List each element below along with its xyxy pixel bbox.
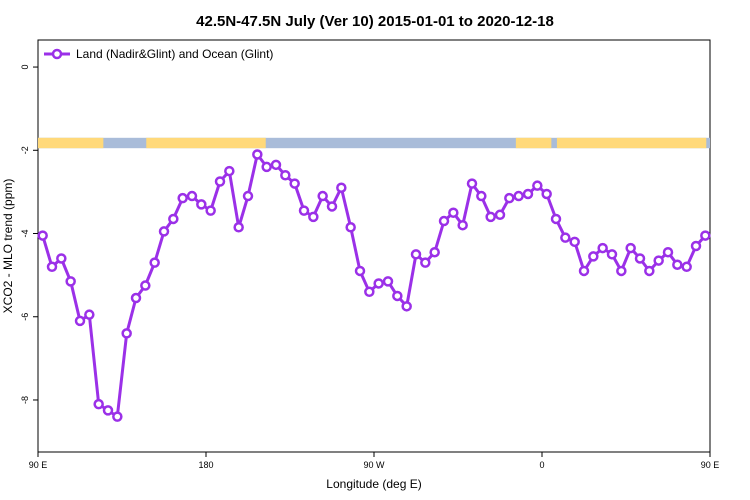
data-point — [140, 280, 151, 291]
data-point — [233, 222, 244, 233]
data-point — [644, 265, 655, 277]
data-point — [522, 188, 534, 200]
data-point — [224, 165, 235, 177]
land-segment-0 — [38, 137, 104, 149]
data-point — [345, 222, 356, 233]
data-point — [326, 201, 338, 212]
data-point — [93, 398, 104, 410]
data-point — [485, 211, 496, 223]
data-point — [46, 261, 58, 273]
data-point — [616, 265, 627, 277]
data-point — [84, 309, 95, 320]
land-ocean-strip — [38, 137, 710, 149]
data-point — [457, 219, 468, 231]
data-point — [392, 290, 403, 302]
data-point — [382, 276, 394, 287]
data-point — [102, 405, 114, 416]
y-tick-label: 0 — [20, 65, 30, 70]
legend-label: Land (Nadir&Glint) and Ocean (Glint) — [76, 47, 273, 61]
data-point — [373, 278, 384, 289]
data-point — [466, 178, 478, 189]
data-point — [550, 213, 562, 225]
data-point — [130, 292, 142, 304]
data-point — [700, 230, 711, 241]
x-axis: 90 E 180 90 W 0 90 E — [29, 452, 720, 470]
data-point — [420, 257, 431, 268]
data-point — [662, 246, 674, 258]
legend: Land (Nadir&Glint) and Ocean (Glint) — [44, 47, 273, 61]
data-point — [121, 328, 132, 339]
data-point — [270, 159, 282, 171]
chart-title: 42.5N-47.5N July (Ver 10) 2015-01-01 to … — [196, 13, 554, 30]
plot-frame — [37, 39, 711, 453]
data-point — [336, 182, 347, 193]
data-point — [690, 240, 702, 252]
data-point — [625, 242, 636, 254]
data-point — [606, 249, 618, 260]
data-point — [65, 276, 76, 287]
data-point — [158, 226, 170, 237]
x-tick-label: 90 W — [363, 460, 385, 470]
data-point — [634, 253, 646, 264]
data-point — [168, 213, 179, 225]
data-point — [504, 192, 515, 204]
y-tick-label: -6 — [20, 313, 30, 321]
x-tick-label: 180 — [198, 460, 213, 470]
data-point — [578, 265, 590, 277]
data-point — [149, 257, 160, 268]
data-point — [364, 286, 375, 298]
data-point — [205, 205, 216, 216]
y-tick-label: -4 — [20, 230, 30, 238]
data-point — [672, 259, 683, 270]
data-point — [196, 199, 207, 210]
data-point — [532, 180, 543, 191]
data-point — [56, 253, 67, 264]
data-point — [74, 315, 86, 327]
data-point — [541, 188, 552, 200]
data-point — [280, 170, 291, 181]
data-point — [429, 246, 440, 258]
y-tick-label: -8 — [20, 396, 30, 404]
x-axis-label: Longitude (deg E) — [326, 477, 421, 491]
data-point — [448, 207, 459, 218]
data-point — [214, 176, 226, 187]
data-point — [186, 190, 198, 202]
data-point — [476, 190, 487, 202]
data-point — [401, 301, 412, 312]
data-point — [653, 255, 664, 266]
data-point — [681, 261, 692, 273]
data-point — [569, 236, 580, 248]
legend-marker — [51, 48, 63, 60]
x-tick-label: 90 E — [29, 460, 48, 470]
data-point — [242, 190, 254, 202]
data-point — [298, 205, 310, 216]
data-point — [354, 265, 366, 277]
x-tick-label: 90 E — [701, 460, 720, 470]
data-point — [560, 232, 571, 243]
data-point — [177, 192, 188, 204]
data-point — [289, 178, 300, 189]
data-point — [588, 251, 599, 262]
y-axis-label: XCO2 - MLO trend (ppm) — [1, 179, 15, 314]
land-segment-2 — [515, 137, 552, 149]
land-segment-1 — [146, 137, 266, 149]
data-point — [37, 230, 48, 241]
data-point — [317, 190, 328, 202]
data-point — [513, 190, 524, 202]
land-segment-3 — [556, 137, 707, 149]
y-axis: 0 -2 -4 -6 -8 — [20, 65, 38, 404]
x-tick-label: 0 — [539, 460, 544, 470]
data-point — [494, 209, 506, 221]
series-layer — [37, 149, 711, 422]
y-tick-label: -2 — [20, 146, 30, 154]
ocean-band — [38, 137, 710, 149]
data-point — [597, 242, 608, 254]
data-point — [112, 411, 123, 422]
data-point — [252, 149, 263, 160]
data-point — [308, 211, 319, 223]
data-point — [410, 249, 422, 260]
data-point — [438, 215, 450, 227]
data-point — [261, 161, 272, 173]
